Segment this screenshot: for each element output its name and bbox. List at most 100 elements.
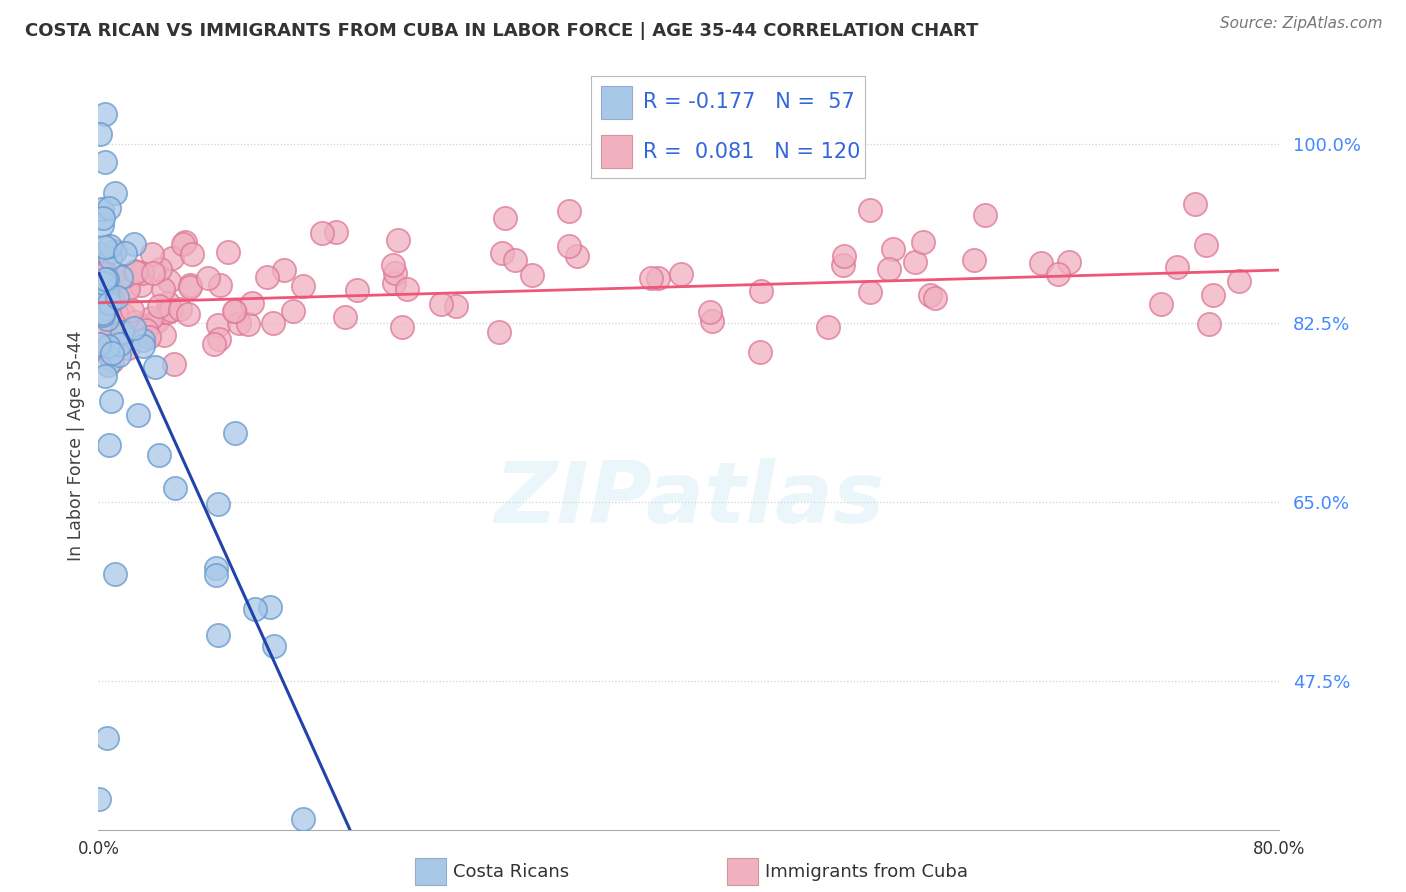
Point bbox=[488, 326, 510, 340]
Point bbox=[904, 255, 927, 269]
Point bbox=[117, 281, 139, 295]
Point bbox=[281, 303, 304, 318]
Point bbox=[101, 292, 124, 306]
Point bbox=[565, 249, 588, 263]
Point bbox=[962, 253, 984, 268]
Point bbox=[243, 601, 266, 615]
Point bbox=[640, 271, 662, 285]
Point bbox=[141, 247, 163, 261]
Point bbox=[91, 268, 114, 282]
Point bbox=[259, 599, 281, 614]
Point bbox=[152, 282, 174, 296]
Point bbox=[292, 279, 315, 293]
Point bbox=[205, 561, 228, 575]
Point bbox=[858, 285, 880, 299]
Point bbox=[669, 267, 692, 281]
Point bbox=[91, 290, 114, 304]
Point bbox=[1047, 268, 1070, 282]
Point bbox=[181, 247, 204, 261]
Point bbox=[124, 315, 146, 329]
Point bbox=[384, 266, 406, 280]
Point bbox=[879, 262, 901, 277]
Point bbox=[91, 218, 114, 232]
Point bbox=[749, 285, 772, 299]
Point bbox=[263, 640, 285, 654]
Point bbox=[97, 346, 120, 360]
Point bbox=[558, 239, 581, 253]
Point bbox=[111, 325, 134, 339]
Point bbox=[156, 296, 179, 310]
Point bbox=[207, 628, 229, 642]
Point bbox=[101, 345, 124, 359]
Point bbox=[430, 297, 453, 311]
Point bbox=[207, 318, 229, 333]
Point bbox=[217, 245, 239, 260]
Point bbox=[1195, 238, 1218, 252]
Point bbox=[311, 226, 333, 240]
Point bbox=[87, 792, 110, 806]
Point bbox=[1198, 317, 1220, 331]
Point bbox=[91, 300, 114, 314]
Point bbox=[262, 316, 284, 330]
Point bbox=[103, 244, 125, 259]
Point bbox=[557, 204, 579, 219]
Point bbox=[382, 276, 405, 290]
Point bbox=[89, 336, 111, 351]
Point bbox=[494, 211, 516, 225]
Point bbox=[111, 326, 134, 341]
Point bbox=[1202, 287, 1225, 301]
Point bbox=[325, 225, 347, 239]
Point bbox=[114, 269, 136, 284]
Point bbox=[124, 263, 146, 277]
Text: Source: ZipAtlas.com: Source: ZipAtlas.com bbox=[1219, 16, 1382, 31]
Point bbox=[699, 304, 721, 318]
Point bbox=[100, 393, 122, 408]
Point bbox=[91, 211, 114, 226]
Point bbox=[153, 327, 176, 342]
Point bbox=[129, 278, 152, 293]
Point bbox=[104, 566, 127, 581]
Point bbox=[159, 274, 181, 288]
Point bbox=[346, 283, 368, 297]
Point bbox=[179, 280, 201, 294]
Point bbox=[122, 237, 145, 252]
Point bbox=[163, 357, 186, 371]
Point bbox=[91, 308, 114, 322]
Point bbox=[228, 316, 250, 330]
Point bbox=[256, 270, 278, 285]
Text: Immigrants from Cuba: Immigrants from Cuba bbox=[765, 863, 967, 881]
Point bbox=[89, 127, 111, 141]
Point bbox=[132, 333, 155, 347]
Point bbox=[831, 258, 853, 272]
Point bbox=[224, 304, 246, 318]
Point bbox=[131, 339, 153, 353]
Point bbox=[90, 202, 112, 216]
FancyBboxPatch shape bbox=[602, 87, 631, 119]
Point bbox=[96, 731, 118, 745]
Point bbox=[391, 319, 413, 334]
Point bbox=[1166, 260, 1188, 275]
Point bbox=[97, 202, 120, 216]
Text: COSTA RICAN VS IMMIGRANTS FROM CUBA IN LABOR FORCE | AGE 35-44 CORRELATION CHART: COSTA RICAN VS IMMIGRANTS FROM CUBA IN L… bbox=[25, 22, 979, 40]
Point bbox=[172, 236, 194, 251]
Point bbox=[918, 288, 941, 302]
Point bbox=[125, 265, 148, 279]
Point bbox=[89, 306, 111, 320]
Point bbox=[169, 301, 191, 316]
Point bbox=[143, 360, 166, 375]
Point bbox=[142, 315, 165, 329]
Point bbox=[96, 272, 118, 286]
Point bbox=[205, 568, 228, 582]
Point bbox=[98, 295, 121, 310]
Point bbox=[131, 266, 153, 280]
Point bbox=[148, 299, 170, 313]
Point bbox=[142, 266, 165, 280]
Point bbox=[98, 251, 121, 265]
Point bbox=[89, 247, 111, 261]
Point bbox=[202, 336, 225, 351]
Point bbox=[105, 290, 128, 304]
Point bbox=[90, 294, 112, 309]
Point bbox=[94, 106, 117, 120]
Point bbox=[208, 277, 231, 292]
Point bbox=[160, 302, 183, 317]
